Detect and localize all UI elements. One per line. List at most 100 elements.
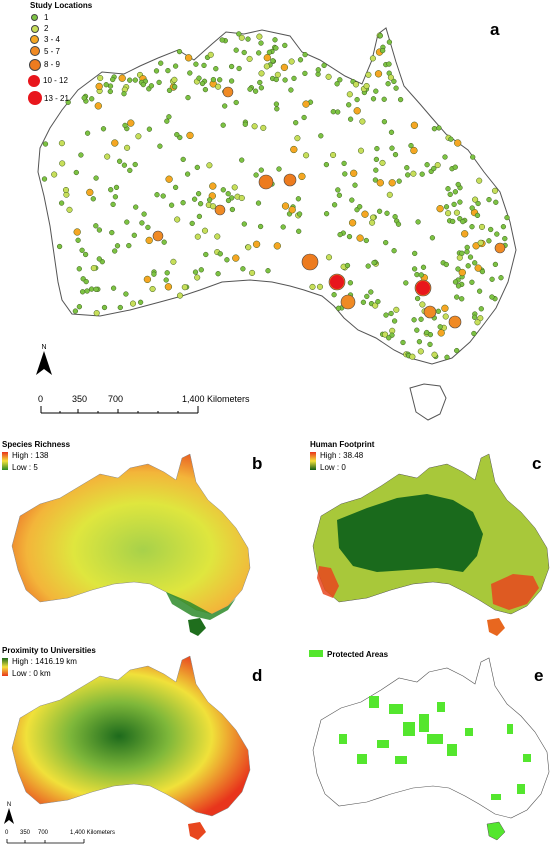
study-location-dot xyxy=(302,51,308,58)
proximity-tasmania xyxy=(188,822,206,840)
study-location-dot xyxy=(369,219,376,226)
study-location-dot xyxy=(184,171,191,177)
study-location-dot xyxy=(427,341,433,348)
study-location-dot xyxy=(145,236,153,245)
study-location-dot xyxy=(225,197,232,204)
study-location-dot xyxy=(152,230,164,242)
study-location-dot xyxy=(379,159,386,166)
study-location-dot xyxy=(126,242,132,249)
study-location-dot xyxy=(140,81,146,88)
study-location-dot xyxy=(405,172,411,178)
north-arrow-icon xyxy=(4,808,14,824)
study-location-dot xyxy=(194,164,200,171)
study-location-dot xyxy=(86,188,94,197)
study-location-dot xyxy=(41,176,48,182)
study-location-dot xyxy=(114,243,121,249)
study-location-dot xyxy=(478,306,484,312)
panel-e-letter: e xyxy=(534,666,544,685)
scale-tick-700-a: 700 xyxy=(108,394,124,404)
study-location-dot xyxy=(148,83,155,89)
study-location-dot xyxy=(331,292,337,298)
study-location-dot xyxy=(184,54,193,62)
study-location-dot xyxy=(434,162,441,169)
study-location-dot xyxy=(242,121,248,127)
panel-d: Proximity to Universities High : 1416.19… xyxy=(0,644,276,850)
study-location-dots xyxy=(41,31,510,360)
protected-area-patch xyxy=(395,756,407,764)
study-location-dot xyxy=(350,169,358,177)
study-location-dot xyxy=(361,210,369,218)
study-location-dot xyxy=(206,197,213,203)
study-location-dot xyxy=(337,77,343,83)
study-location-dot xyxy=(42,141,49,147)
human-footprint-high-southwest xyxy=(317,566,339,598)
study-location-dot xyxy=(315,71,321,77)
study-location-dot xyxy=(309,283,316,290)
study-location-dot xyxy=(301,114,307,121)
study-location-dot xyxy=(263,54,271,62)
legend-swatch-1 xyxy=(31,14,38,21)
study-location-dot xyxy=(393,85,399,91)
study-location-dot xyxy=(330,109,336,115)
protected-areas-map xyxy=(309,650,550,841)
study-location-dot xyxy=(201,62,207,69)
study-location-dot xyxy=(103,82,109,88)
species-richness-tasmania xyxy=(188,618,206,636)
study-location-dot xyxy=(392,151,399,158)
study-location-dot xyxy=(412,250,418,257)
study-location-dot xyxy=(370,96,377,102)
study-location-dot xyxy=(357,147,365,154)
study-location-dot xyxy=(302,70,308,77)
study-location-dot xyxy=(416,339,423,345)
protected-area-patch xyxy=(427,734,443,744)
study-location-dot xyxy=(232,254,240,262)
study-location-dot xyxy=(437,329,445,337)
legend-swatch-4 xyxy=(30,46,40,56)
study-location-dot xyxy=(172,63,179,69)
study-location-dot xyxy=(160,193,166,199)
study-location-dot xyxy=(233,99,239,106)
study-location-dot xyxy=(474,319,481,326)
study-location-dot xyxy=(323,211,330,217)
study-location-dot xyxy=(58,140,65,147)
study-location-dot xyxy=(83,278,89,285)
study-location-dot xyxy=(461,230,469,238)
legend-label-1: 1 xyxy=(44,13,49,22)
north-arrow-a: N xyxy=(36,344,52,380)
study-location-dot xyxy=(363,237,369,244)
study-location-dot xyxy=(424,329,430,336)
study-locations-title: Study Locations xyxy=(30,1,93,10)
study-location-dot xyxy=(325,73,332,80)
study-location-dot xyxy=(206,162,213,169)
legend-item-4: 5 - 7 xyxy=(28,45,69,57)
study-location-dot xyxy=(196,75,202,81)
legend-swatch-6 xyxy=(28,74,40,87)
panel-a: Study Locations 1 2 3 - 4 5 - 7 8 - 9 10… xyxy=(28,1,517,421)
study-location-dot xyxy=(191,196,198,202)
study-location-dot xyxy=(288,87,294,93)
study-location-dot xyxy=(124,144,131,151)
study-location-dot xyxy=(448,136,454,142)
study-location-dot xyxy=(76,304,83,310)
study-location-dot xyxy=(459,296,465,302)
study-location-dot xyxy=(447,191,453,198)
study-location-dot xyxy=(241,49,247,56)
scale-tick-350-a: 350 xyxy=(72,394,88,404)
human-footprint-map xyxy=(310,452,550,636)
study-location-dot xyxy=(340,294,356,310)
legend-swatch-7 xyxy=(28,91,42,105)
study-location-dot xyxy=(474,264,482,272)
study-location-dot xyxy=(288,206,296,214)
study-location-dot xyxy=(444,354,450,360)
study-location-dot xyxy=(146,126,153,132)
study-location-dot xyxy=(469,279,475,285)
study-location-dot xyxy=(472,260,478,266)
study-location-dot xyxy=(293,120,299,126)
study-location-dot xyxy=(260,124,267,131)
study-location-dot xyxy=(194,274,201,281)
study-location-dot xyxy=(418,316,424,322)
study-location-dot xyxy=(280,63,289,72)
study-location-dot xyxy=(288,58,295,65)
study-location-dot xyxy=(418,272,424,278)
study-location-dot xyxy=(118,74,126,82)
